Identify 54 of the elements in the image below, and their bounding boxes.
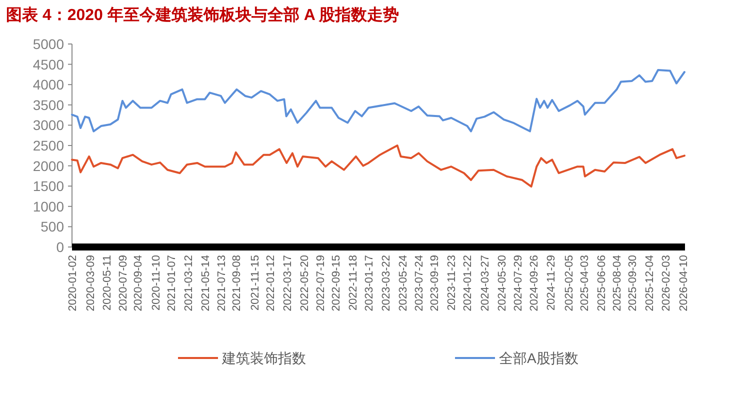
x-tick-label: 2022-01-12 [264,255,277,312]
x-tick-label: 2020-03-09 [84,255,97,312]
x-tick-label: 2025-06-06 [596,255,608,312]
y-tick-label: 2500 [32,138,64,154]
x-tick-label: 2020-05-11 [102,255,114,310]
x-tick-label: 2020-07-09 [117,255,130,312]
line-series [71,144,686,188]
y-tick-label: 0 [56,239,64,255]
x-tick-label: 2023-07-24 [414,255,426,312]
x-tick-label: 2022-07-19 [314,255,327,312]
x-tick-label: 2022-09-15 [330,255,342,312]
x-tick-label: 2025-04-03 [578,255,591,312]
x-tick-label: 2020-11-10 [150,255,163,310]
x-tick-label: 2021-03-12 [183,255,196,312]
y-tick-label: 4500 [32,56,64,72]
y-tick-label: 3500 [32,96,64,113]
y-tick-label: 1000 [32,198,64,214]
y-tick-label: 5000 [32,36,64,52]
x-tick-label: 2021-11-15 [249,255,262,310]
x-tick-label: 2023-11-23 [446,255,458,310]
x-tick-label: 2025-12-04 [644,255,656,312]
x-tick-label: 2025-09-30 [626,255,639,312]
y-tick-label: 500 [40,218,64,235]
x-tick-label: 2024-09-26 [528,255,540,312]
y-tick-label: 2000 [32,158,64,174]
x-tick-label: 2024-05-30 [496,255,509,312]
x-tick-label: 2021-05-14 [200,255,212,312]
x-tick-label: 2024-01-22 [462,255,474,312]
x-tick-label: 2025-08-04 [612,255,624,312]
legend-label: 全部A股指数 [499,350,578,366]
x-tick-label: 2024-11-29 [546,255,558,310]
x-tick-label: 2026-02-03 [660,255,673,312]
x-tick-label: 2023-09-19 [428,255,441,312]
chart-title: 图表 4：2020 年至今建筑装饰板块与全部 A 股指数走势 [6,6,400,24]
x-tick-label: 2020-09-04 [132,255,145,312]
y-tick-label: 1500 [32,178,64,194]
legend-label: 建筑装饰指数 [221,350,306,366]
x-tick-label: 2026-04-10 [678,255,690,312]
x-tick-label: 2024-03-27 [480,255,492,312]
x-tick-label: 2022-05-20 [298,255,311,312]
x-tick-label: 2021-07-13 [216,255,228,312]
x-tick-label: 2024-07-29 [512,255,525,312]
x-tick-label: 2023-05-24 [397,255,410,312]
x-tick-label: 2021-01-07 [166,255,178,312]
x-tick-label: 2021-09-08 [231,255,244,312]
x-tick-label: 2020-01-02 [67,255,79,312]
x-tick-label: 2025-02-05 [564,255,576,312]
y-tick-label: 3000 [32,117,64,134]
x-tick-label: 2023-03-22 [380,255,393,312]
x-tick-label: 2022-11-18 [347,255,360,310]
x-tick-label: 2023-01-17 [363,255,376,312]
y-tick-label: 4000 [32,76,64,93]
x-tick-label: 2022-03-17 [282,255,294,312]
line-series [71,68,686,132]
